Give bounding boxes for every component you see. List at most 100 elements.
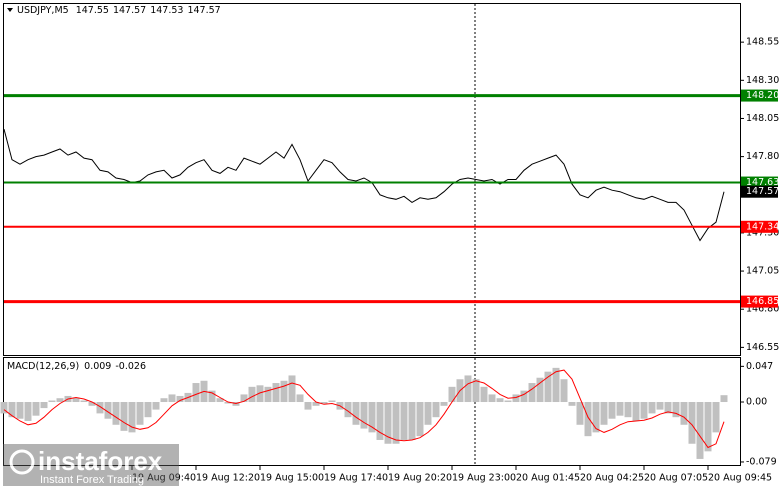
histogram-bar xyxy=(256,385,264,403)
histogram-bar xyxy=(264,386,272,403)
logo-tagline: Instant Forex Trading xyxy=(40,474,144,486)
y-tick-label: 147.80 xyxy=(746,151,779,162)
x-tick-label: 19 Aug 15:00 xyxy=(260,473,324,484)
histogram-bar xyxy=(496,398,504,403)
histogram-bar xyxy=(376,402,384,440)
histogram-bar xyxy=(696,402,704,459)
histogram-bar xyxy=(424,402,432,425)
histogram-bar xyxy=(248,386,256,403)
y-tick-label: 147.30 xyxy=(746,227,779,238)
x-tick-label: 20 Aug 04:25 xyxy=(580,473,644,484)
histogram-bar xyxy=(520,390,528,403)
histogram-bar xyxy=(480,386,488,403)
histogram-bar xyxy=(312,402,320,406)
histogram-bar xyxy=(144,402,152,418)
histogram-bar xyxy=(96,402,104,414)
histogram-bar xyxy=(192,383,200,403)
level-label: 147.34 xyxy=(746,221,779,232)
histogram-bar xyxy=(568,402,576,406)
histogram-bar xyxy=(640,402,648,419)
histogram-bar xyxy=(288,375,296,403)
price-panel xyxy=(3,3,741,356)
histogram-bar xyxy=(128,402,136,433)
histogram-bar xyxy=(48,400,56,403)
logo-name: instaforex xyxy=(38,446,163,476)
level-label-box xyxy=(741,220,778,233)
histogram-bar xyxy=(32,402,40,416)
histogram-bar xyxy=(552,367,560,403)
histogram-bar xyxy=(328,400,336,403)
histogram-bar xyxy=(408,402,416,440)
histogram-bar xyxy=(280,380,288,403)
histogram-bar xyxy=(368,402,376,433)
histogram-bar xyxy=(152,402,160,410)
macd-value: 0.009 xyxy=(84,361,111,372)
histogram-bar xyxy=(536,377,544,403)
histogram-bar xyxy=(352,402,360,425)
x-tick-label: 19 Aug 09:40 xyxy=(132,473,196,484)
plot-layer xyxy=(0,94,740,459)
x-tick-label: 19 Aug 23:00 xyxy=(452,473,516,484)
histogram-bar xyxy=(512,394,520,403)
histogram-bar xyxy=(576,402,584,425)
x-tick-label: 20 Aug 01:45 xyxy=(516,473,580,484)
histogram-bar xyxy=(120,402,128,431)
histogram-bar xyxy=(72,397,80,403)
histogram-bar xyxy=(704,402,712,452)
close: 147.57 xyxy=(187,5,220,16)
logo-icon xyxy=(9,449,35,475)
histogram-bar xyxy=(160,398,168,403)
histogram-bar xyxy=(464,375,472,403)
chart-header: USDJPY,M5 147.55 147.57 147.53 147.57 xyxy=(17,5,221,16)
price-marker-box xyxy=(741,185,778,198)
histogram-bar xyxy=(528,383,536,403)
watermark: instaforex Instant Forex Trading xyxy=(3,444,179,486)
axes-layer: 148.55 148.30 148.05 147.80 147.30 147.05 146.… xyxy=(131,37,779,484)
histogram-bar xyxy=(616,402,624,416)
histogram-bar xyxy=(488,394,496,403)
x-tick-label: 20 Aug 07:05 xyxy=(644,473,708,484)
histogram-bar xyxy=(440,402,448,406)
histogram-bar xyxy=(672,402,680,418)
histogram-bar xyxy=(448,386,456,403)
histogram-bar xyxy=(24,402,32,421)
histogram-bar xyxy=(360,402,368,429)
histogram-bar xyxy=(224,402,232,404)
x-tick-label: 19 Aug 20:20 xyxy=(388,473,452,484)
histogram-bar xyxy=(304,402,312,410)
histogram-bar xyxy=(216,398,224,403)
histogram-bar xyxy=(8,402,16,418)
signal-value: -0.026 xyxy=(115,361,146,372)
y-tick-label: 0.00 xyxy=(746,397,767,408)
series-line xyxy=(3,128,725,242)
y-tick-label: 148.05 xyxy=(746,113,779,124)
indicator-name: MACD(12,26,9) xyxy=(7,361,79,372)
price-marker-label: 147.57 xyxy=(746,186,779,197)
histogram-bar xyxy=(208,390,216,403)
histogram-bar xyxy=(720,395,728,403)
histogram-bar xyxy=(504,400,512,403)
histogram-bar xyxy=(624,402,632,418)
histogram-bar xyxy=(40,402,48,409)
histogram-bar xyxy=(344,402,352,418)
y-tick-label: 146.55 xyxy=(746,342,779,353)
level-label-box xyxy=(741,89,778,102)
histogram-bar xyxy=(680,402,688,425)
histogram-bar xyxy=(656,402,664,410)
histogram-bar xyxy=(392,402,400,444)
histogram-bar xyxy=(296,394,304,403)
series-line xyxy=(3,369,725,449)
level-label: 146.85 xyxy=(746,296,779,307)
level-label: 147.63 xyxy=(746,177,779,188)
histogram-bar xyxy=(544,371,552,403)
x-tick-label: 20 Aug 09:45 xyxy=(708,473,772,484)
symbol: USDJPY,M5 xyxy=(17,5,69,16)
open: 147.55 xyxy=(76,5,109,16)
y-tick-label: 146.80 xyxy=(746,304,779,315)
histogram-bar xyxy=(320,402,328,404)
y-tick-label: 148.30 xyxy=(746,75,779,86)
histogram-bar xyxy=(608,402,616,419)
histogram-bar xyxy=(56,398,64,403)
histogram-bar xyxy=(432,402,440,418)
level-label-box xyxy=(741,295,778,308)
